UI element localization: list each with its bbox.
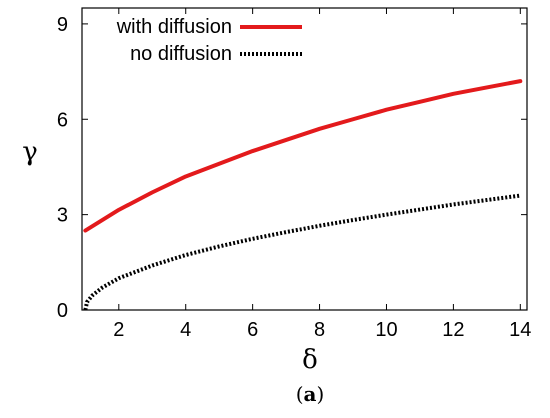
y-axis-label: γ bbox=[22, 137, 38, 167]
x-tick-label: 4 bbox=[180, 319, 191, 341]
x-axis-label: δ bbox=[302, 345, 318, 375]
series-line-with-diffusion bbox=[83, 79, 523, 233]
legend-label-with-diffusion: with diffusion bbox=[116, 16, 232, 38]
plot-frame bbox=[81, 7, 528, 311]
series-layer bbox=[83, 79, 523, 311]
y-tick-label: 0 bbox=[57, 300, 68, 322]
legend-label-no-diffusion: no diffusion bbox=[130, 43, 232, 65]
caption-label: a bbox=[304, 382, 317, 406]
x-tick-label: 12 bbox=[442, 319, 464, 341]
x-tick-label: 8 bbox=[314, 319, 325, 341]
caption-open: ( bbox=[296, 382, 304, 406]
figure-caption: (a) bbox=[296, 382, 325, 406]
axis-ticks: 2 4 6 8 10 12 14 0 3 6 9 bbox=[57, 8, 531, 341]
x-tick-label: 14 bbox=[509, 319, 531, 341]
y-tick-label: 3 bbox=[57, 205, 68, 227]
caption-close: ) bbox=[316, 382, 324, 406]
y-tick-label: 9 bbox=[57, 14, 68, 36]
series-line-no-diffusion bbox=[83, 193, 521, 311]
x-tick-label: 6 bbox=[247, 319, 258, 341]
legend: with diffusion no diffusion bbox=[116, 16, 302, 65]
y-tick-label: 6 bbox=[57, 109, 68, 131]
x-tick-label: 10 bbox=[375, 319, 397, 341]
x-tick-label: 2 bbox=[113, 319, 124, 341]
